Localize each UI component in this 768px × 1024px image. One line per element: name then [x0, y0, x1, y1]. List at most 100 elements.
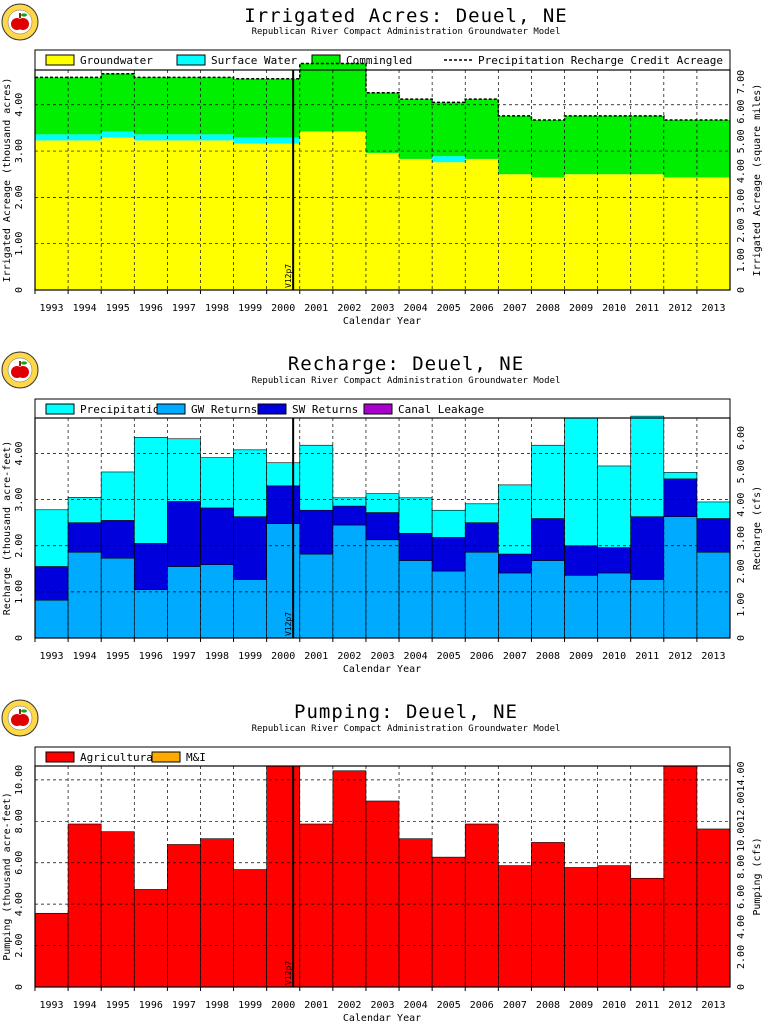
y2-tick-label: 7.00: [736, 70, 747, 94]
chart-title: Irrigated Acres: Deuel, NE: [244, 5, 567, 27]
bar-gw_returns-2001: [299, 553, 334, 639]
y2-tick-label: 8.00: [736, 855, 747, 879]
y2-tick-label: 0: [736, 635, 747, 641]
y2-tick-label: 6.00: [736, 100, 747, 124]
bar-precipitation-2012: [663, 472, 698, 480]
x-tick-label: 1999: [238, 1000, 262, 1011]
y2-tick-label: 2.00: [736, 945, 747, 969]
y-tick-label: 2.00: [14, 185, 25, 209]
area-commingled-2011: [630, 115, 665, 175]
x-tick-label: 1997: [172, 303, 196, 314]
legend-item: M&I: [151, 751, 206, 764]
legend-swatch: [45, 403, 75, 415]
bar-gw_returns-1993: [34, 599, 69, 639]
area-commingled-1997: [167, 77, 201, 135]
bar-agricultural-2005: [431, 856, 466, 988]
x-tick-label: 2002: [337, 651, 361, 662]
x-tick-label: 2012: [668, 1000, 692, 1011]
x-tick-label: 2004: [404, 651, 428, 662]
area-surface_water-1998: [200, 134, 234, 141]
area-commingled-1996: [134, 77, 168, 135]
chart-title: Pumping: Deuel, NE: [294, 701, 518, 723]
bar-agricultural-1994: [67, 823, 102, 988]
x-tick-label: 1996: [139, 303, 163, 314]
legend: Precipitation GW Returns SW Returns Canal L…: [34, 398, 731, 420]
area-commingled-2006: [465, 99, 499, 159]
legend-item: Groundwater: [45, 54, 153, 67]
x-tick-label: 2012: [668, 303, 692, 314]
bar-agricultural-2007: [498, 865, 532, 988]
area-groundwater-2012: [663, 177, 698, 290]
bar-gw_returns-2007: [498, 572, 532, 639]
bar-gw_returns-1996: [133, 589, 168, 639]
area-commingled-2003: [365, 92, 400, 153]
bar-gw_returns-1994: [67, 551, 102, 639]
bar-sw_returns-2003: [365, 512, 400, 541]
bar-agricultural-2001: [299, 823, 334, 988]
x-axis-label: Calendar Year: [343, 316, 421, 327]
area-surface_water-2005: [432, 156, 466, 163]
x-tick-label: 2008: [536, 651, 560, 662]
area-groundwater-2000: [266, 143, 301, 290]
x-tick-label: 2013: [701, 651, 725, 662]
model-divider-label: V12p7: [284, 961, 293, 985]
y-tick-label: 0: [14, 635, 25, 641]
legend-swatch: [176, 54, 206, 66]
legend-label: GW Returns: [191, 403, 257, 416]
data-marks: [34, 765, 731, 988]
bar-precipitation-2002: [332, 497, 367, 507]
area-commingled-2005: [432, 102, 466, 157]
y2-axis-label: Irrigated Acreage (square miles): [752, 84, 763, 277]
x-tick-label: 2006: [470, 651, 494, 662]
bar-precipitation-2000: [266, 462, 301, 487]
data-marks: [34, 415, 731, 639]
y-tick-label: 4.00: [14, 93, 25, 117]
area-groundwater-2003: [365, 152, 400, 290]
area-commingled-2009: [564, 115, 599, 175]
x-tick-label: 1998: [205, 303, 229, 314]
x-tick-label: 2003: [370, 1000, 394, 1011]
bar-gw_returns-2002: [332, 524, 367, 639]
x-tick-label: 1998: [205, 651, 229, 662]
y-tick-label: 8.00: [14, 809, 25, 833]
bar-agricultural-2012: [663, 765, 698, 988]
area-groundwater-2006: [465, 158, 499, 290]
bar-precipitation-1993: [34, 509, 69, 567]
legend-item: Canal Leakage: [363, 403, 484, 416]
legend-swatch: [363, 403, 393, 415]
model-divider-label: V12p7: [284, 264, 293, 288]
bar-precipitation-2004: [398, 497, 433, 534]
chart-subtitle: Republican River Compact Administration …: [252, 724, 561, 734]
y2-tick-label: 0: [736, 984, 747, 990]
bar-agricultural-2013: [696, 828, 731, 988]
bar-sw_returns-2011: [630, 516, 665, 580]
bar-precipitation-1998: [200, 457, 234, 509]
y2-tick-label: 14.00: [736, 761, 747, 791]
y2-axis-label: Recharge (cfs): [752, 486, 763, 570]
y-tick-label: 10.00: [14, 765, 25, 795]
bar-gw_returns-2010: [597, 572, 632, 639]
area-groundwater-1997: [167, 140, 201, 290]
area-groundwater-2013: [696, 177, 731, 290]
area-surface_water-1993: [35, 134, 69, 141]
apple-right: [17, 714, 29, 726]
area-groundwater-2004: [399, 158, 433, 290]
data-marks: [35, 62, 731, 290]
x-tick-label: 1997: [172, 1000, 196, 1011]
x-tick-label: 1994: [73, 303, 97, 314]
area-commingled-1993: [35, 77, 69, 135]
x-tick-label: 1999: [238, 651, 262, 662]
y-tick-label: 2.00: [14, 534, 25, 558]
x-tick-label: 1998: [205, 1000, 229, 1011]
y2-tick-label: 2.00: [736, 218, 747, 242]
x-tick-label: 2001: [304, 303, 328, 314]
y-axis-label: Recharge (thousand acre-feet): [2, 441, 13, 616]
bar-sw_returns-1994: [67, 522, 102, 553]
legend-item: GW Returns: [156, 403, 257, 416]
area-commingled-2002: [332, 63, 367, 132]
bar-agricultural-2006: [464, 823, 499, 988]
area-groundwater-2007: [498, 174, 532, 290]
x-tick-label: 2000: [271, 1000, 295, 1011]
